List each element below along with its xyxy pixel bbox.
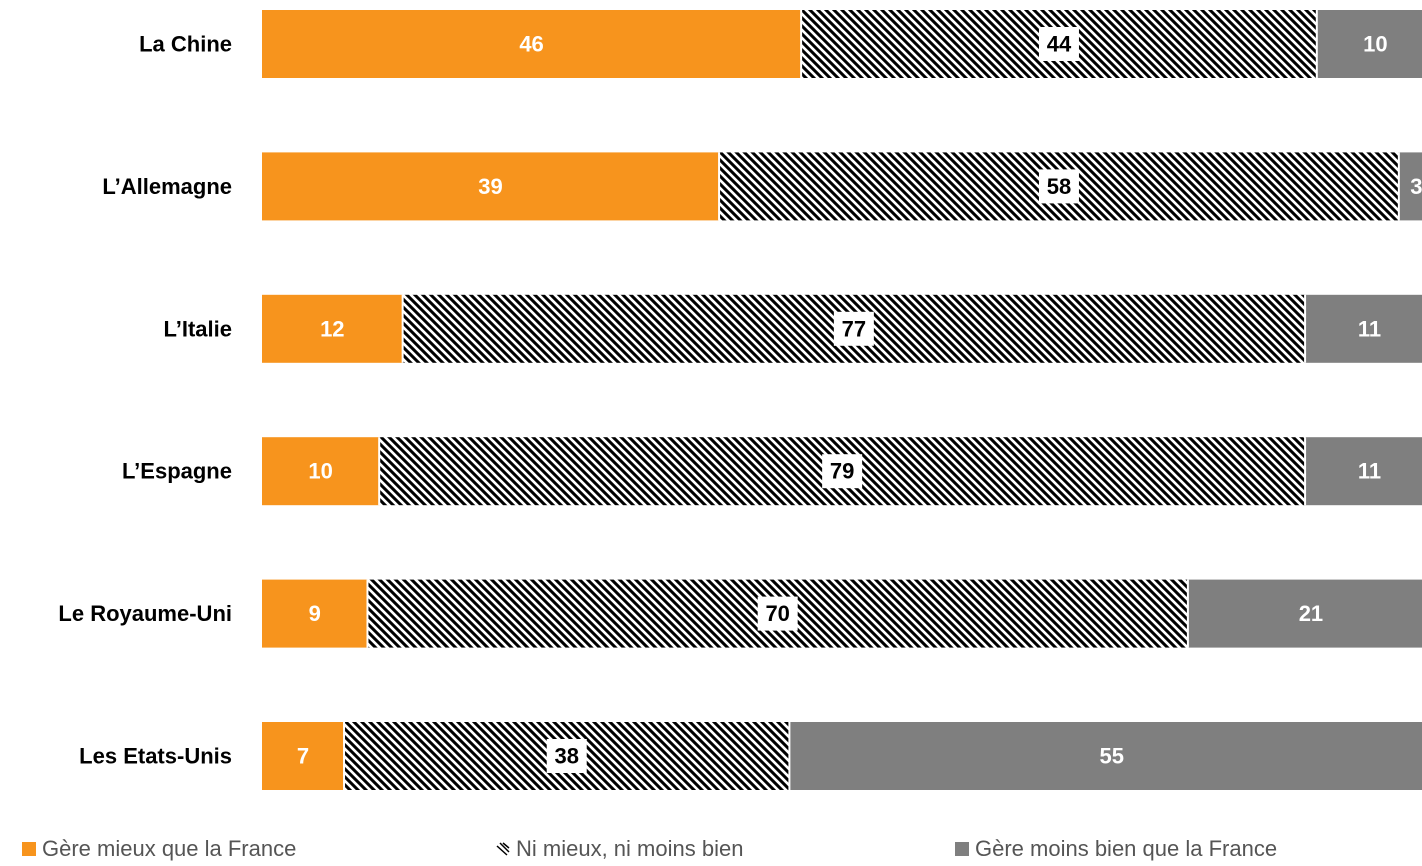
bar-segment [1316, 10, 1422, 78]
bar-segment [1187, 579, 1422, 648]
bar-segment [262, 437, 380, 506]
stacked-bar-chart: La Chine 46 44 10 L’Allemagne 39 58 3 L’Italie 12… [58, 10, 1422, 790]
category-label: L’Allemagne [102, 174, 232, 199]
bar-segment [262, 10, 802, 78]
data-label: 55 [1099, 744, 1123, 769]
gray-square-icon [955, 842, 969, 856]
data-label: 11 [1358, 316, 1381, 341]
data-label-background [1038, 169, 1079, 204]
legend: Gère mieux que la France Ni mieux, ni mo… [0, 836, 1422, 866]
data-label-background [833, 311, 874, 346]
bars-layer: La Chine 46 44 10 L’Allemagne 39 58 3 L’Italie 12… [58, 10, 1422, 790]
data-label-background [757, 596, 798, 631]
data-label-background [1038, 27, 1079, 61]
data-label: 21 [1299, 601, 1323, 626]
bar-segment [1398, 152, 1422, 221]
bar-segment [262, 722, 345, 790]
category-label: L’Espagne [122, 459, 232, 484]
legend-label-worse: Gère moins bien que la France [975, 836, 1278, 861]
category-label: La Chine [139, 32, 232, 57]
bar-segment [1305, 437, 1422, 506]
data-label: 7 [297, 744, 309, 769]
bar-segment [262, 579, 368, 648]
legend-label-better: Gère mieux que la France [42, 836, 297, 861]
category-label: L’Italie [164, 316, 232, 341]
data-label: 3 [1410, 174, 1422, 199]
data-label: 39 [478, 174, 502, 199]
data-label: 38 [554, 744, 578, 769]
legend-label-neutral: Ni mieux, ni moins bien [516, 836, 744, 861]
data-label: 79 [830, 459, 854, 484]
bar-segment [1305, 294, 1422, 363]
category-label: Les Etats-Unis [79, 744, 232, 769]
data-label: 46 [519, 32, 543, 57]
data-label: 58 [1047, 174, 1071, 199]
data-label-background [546, 739, 587, 773]
legend-item-better: Gère mieux que la France [22, 836, 296, 862]
bar-segment [789, 722, 1422, 790]
data-label: 12 [320, 316, 344, 341]
data-label: 9 [309, 601, 321, 626]
data-label-background [822, 454, 863, 489]
data-label: 11 [1358, 459, 1381, 484]
legend-item-worse: Gère moins bien que la France [955, 836, 1277, 862]
data-label: 44 [1047, 32, 1072, 57]
data-label: 10 [1363, 32, 1387, 57]
bar-segment [262, 294, 403, 363]
data-label: 70 [765, 601, 789, 626]
data-label: 77 [842, 316, 866, 341]
hatched-square-icon [496, 842, 510, 856]
orange-square-icon [22, 842, 36, 856]
data-label: 10 [308, 459, 332, 484]
category-label: Le Royaume-Uni [58, 601, 232, 626]
bar-segment [262, 152, 720, 221]
legend-item-neutral: Ni mieux, ni moins bien [496, 836, 743, 862]
